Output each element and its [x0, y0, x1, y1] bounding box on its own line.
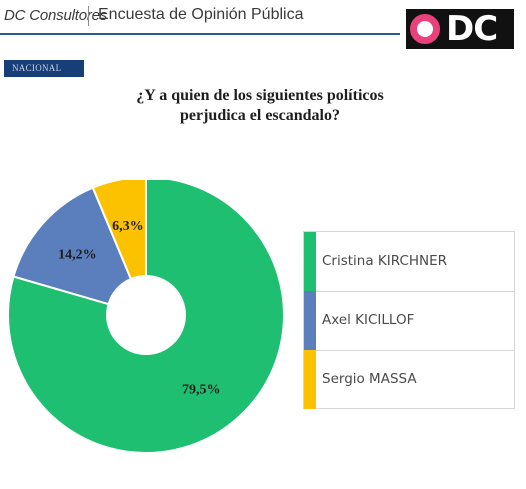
odc-logo: DC	[406, 9, 514, 49]
data-label-axel-kicillof: 14,2%	[58, 248, 97, 263]
survey-title: Encuesta de Opinión Pública	[98, 6, 304, 23]
legend-item-sergio-massa: Sergio MASSA	[304, 350, 514, 409]
header-separator	[88, 6, 89, 26]
legend-label-cristina-kirchner: Cristina KIRCHNER	[322, 252, 448, 269]
data-label-sergio-massa: 6,3%	[112, 219, 144, 234]
donut-chart: 79,5% 14,2% 6,3%	[7, 180, 285, 454]
logo-ring-icon	[410, 14, 440, 44]
brand-name: DC Consultores	[4, 7, 108, 24]
legend-swatch-cristina-kirchner	[304, 232, 316, 291]
legend-label-axel-kicillof: Axel KICILLOF	[322, 311, 415, 328]
header: DC Consultores Encuesta de Opinión Públi…	[0, 0, 526, 49]
legend-label-sergio-massa: Sergio MASSA	[322, 370, 417, 387]
chart-legend: Cristina KIRCHNER Axel KICILLOF Sergio MAS…	[303, 231, 515, 409]
header-rule	[0, 33, 400, 35]
legend-divider	[316, 350, 514, 351]
legend-swatch-sergio-massa	[304, 350, 316, 409]
chart-title-line-2: perjudica el escandalo?	[180, 107, 340, 124]
legend-swatch-axel-kicillof	[304, 291, 316, 350]
legend-item-cristina-kirchner: Cristina KIRCHNER	[304, 232, 514, 291]
slice-axel-kicillof	[12, 186, 148, 317]
donut-hole	[106, 275, 186, 355]
logo-text: DC	[446, 9, 498, 49]
section-tag: NACIONAL	[4, 60, 84, 77]
chart-title: ¿Y a quien de los siguientes políticos p…	[100, 86, 420, 126]
data-label-cristina-kirchner: 79,5%	[182, 383, 221, 398]
chart-title-line-1: ¿Y a quien de los siguientes políticos	[136, 87, 384, 104]
legend-divider	[316, 291, 514, 292]
legend-item-axel-kicillof: Axel KICILLOF	[304, 291, 514, 350]
